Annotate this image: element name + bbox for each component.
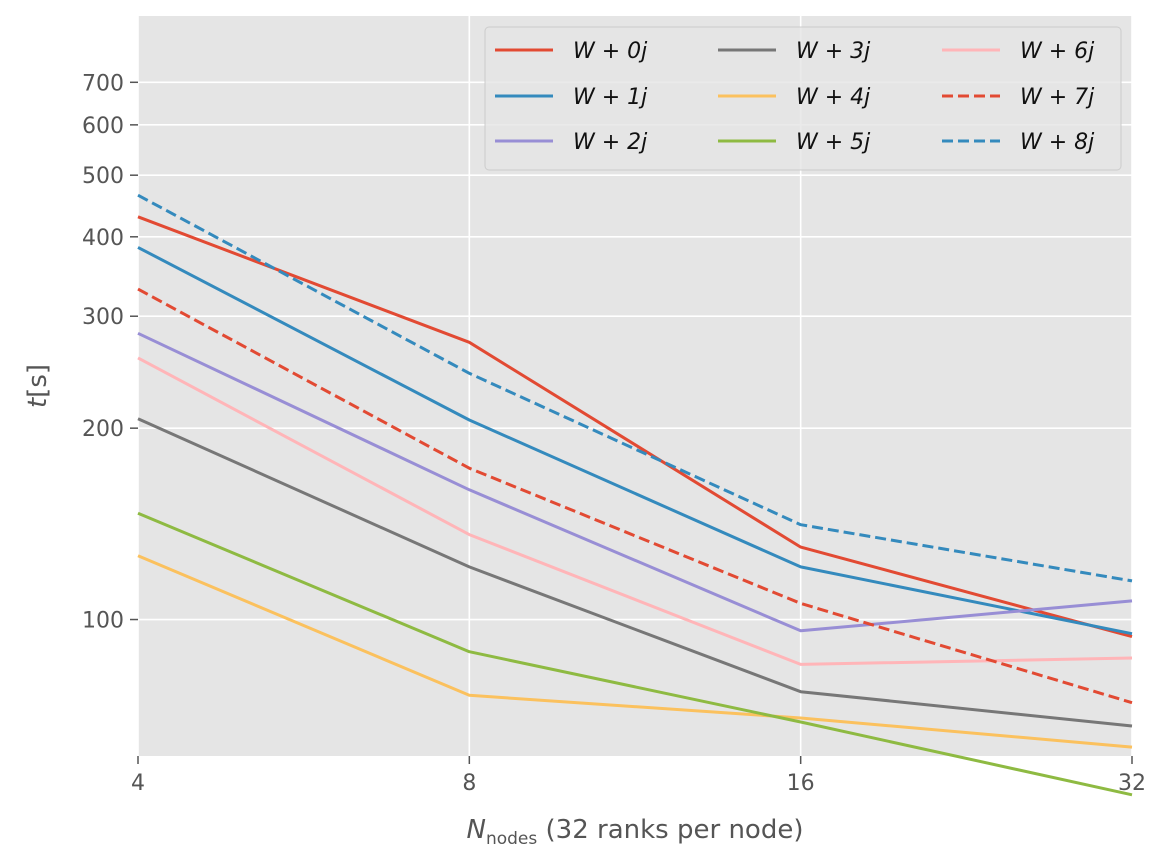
series-lines [137,193,1133,797]
legend-label-4: W + 4j [796,85,871,110]
x-tick-label: 32 [1118,771,1146,796]
x-axis-label-main: N [467,815,486,845]
y-axis-label-italic: t [23,397,53,408]
series-line-6 [137,356,1133,666]
legend-label-2: W + 2j [573,130,648,155]
x-tick-label: 16 [787,771,815,796]
y-axis-label-rest: [s] [23,364,53,398]
y-tick-label: 700 [82,71,124,96]
legend-label-3: W + 3j [796,39,871,64]
y-tick-label: 100 [82,609,124,634]
y-tick-label: 500 [82,164,124,189]
legend-label-7: W + 7j [1020,85,1095,110]
legend-label-0: W + 0j [573,39,648,64]
x-tick-label: 8 [462,771,476,796]
y-tick-label: 300 [82,305,124,330]
x-axis-label: Nnodes (32 ranks per node) [467,815,804,849]
legend-box [484,26,1122,171]
series-line-4 [137,554,1133,749]
legend-label-5: W + 5j [796,130,871,155]
series-line-5 [137,511,1133,797]
y-tick-label: 400 [82,226,124,251]
x-axis-label-sub: nodes [486,829,537,849]
axis-ticks: 4 8 16 32 100 200 300 400 500 600 700 [82,71,1146,796]
series-line-0 [137,215,1133,639]
x-axis-label-rest: (32 ranks per node) [537,815,803,845]
x-tick-label: 4 [131,771,145,796]
series-line-1 [137,246,1133,636]
legend-label-1: W + 1j [573,85,648,110]
y-tick-label: 600 [82,114,124,139]
series-line-2 [137,331,1133,633]
legend-label-8: W + 8j [1020,130,1095,155]
series-line-3 [137,417,1133,728]
y-axis-label: t[s] [23,364,53,408]
legend: W + 0j W + 1j W + 2j W + 3j W + 4j W + 5j W + … [484,26,1122,171]
legend-label-6: W + 6j [1020,39,1095,64]
y-tick-label: 200 [82,417,124,442]
